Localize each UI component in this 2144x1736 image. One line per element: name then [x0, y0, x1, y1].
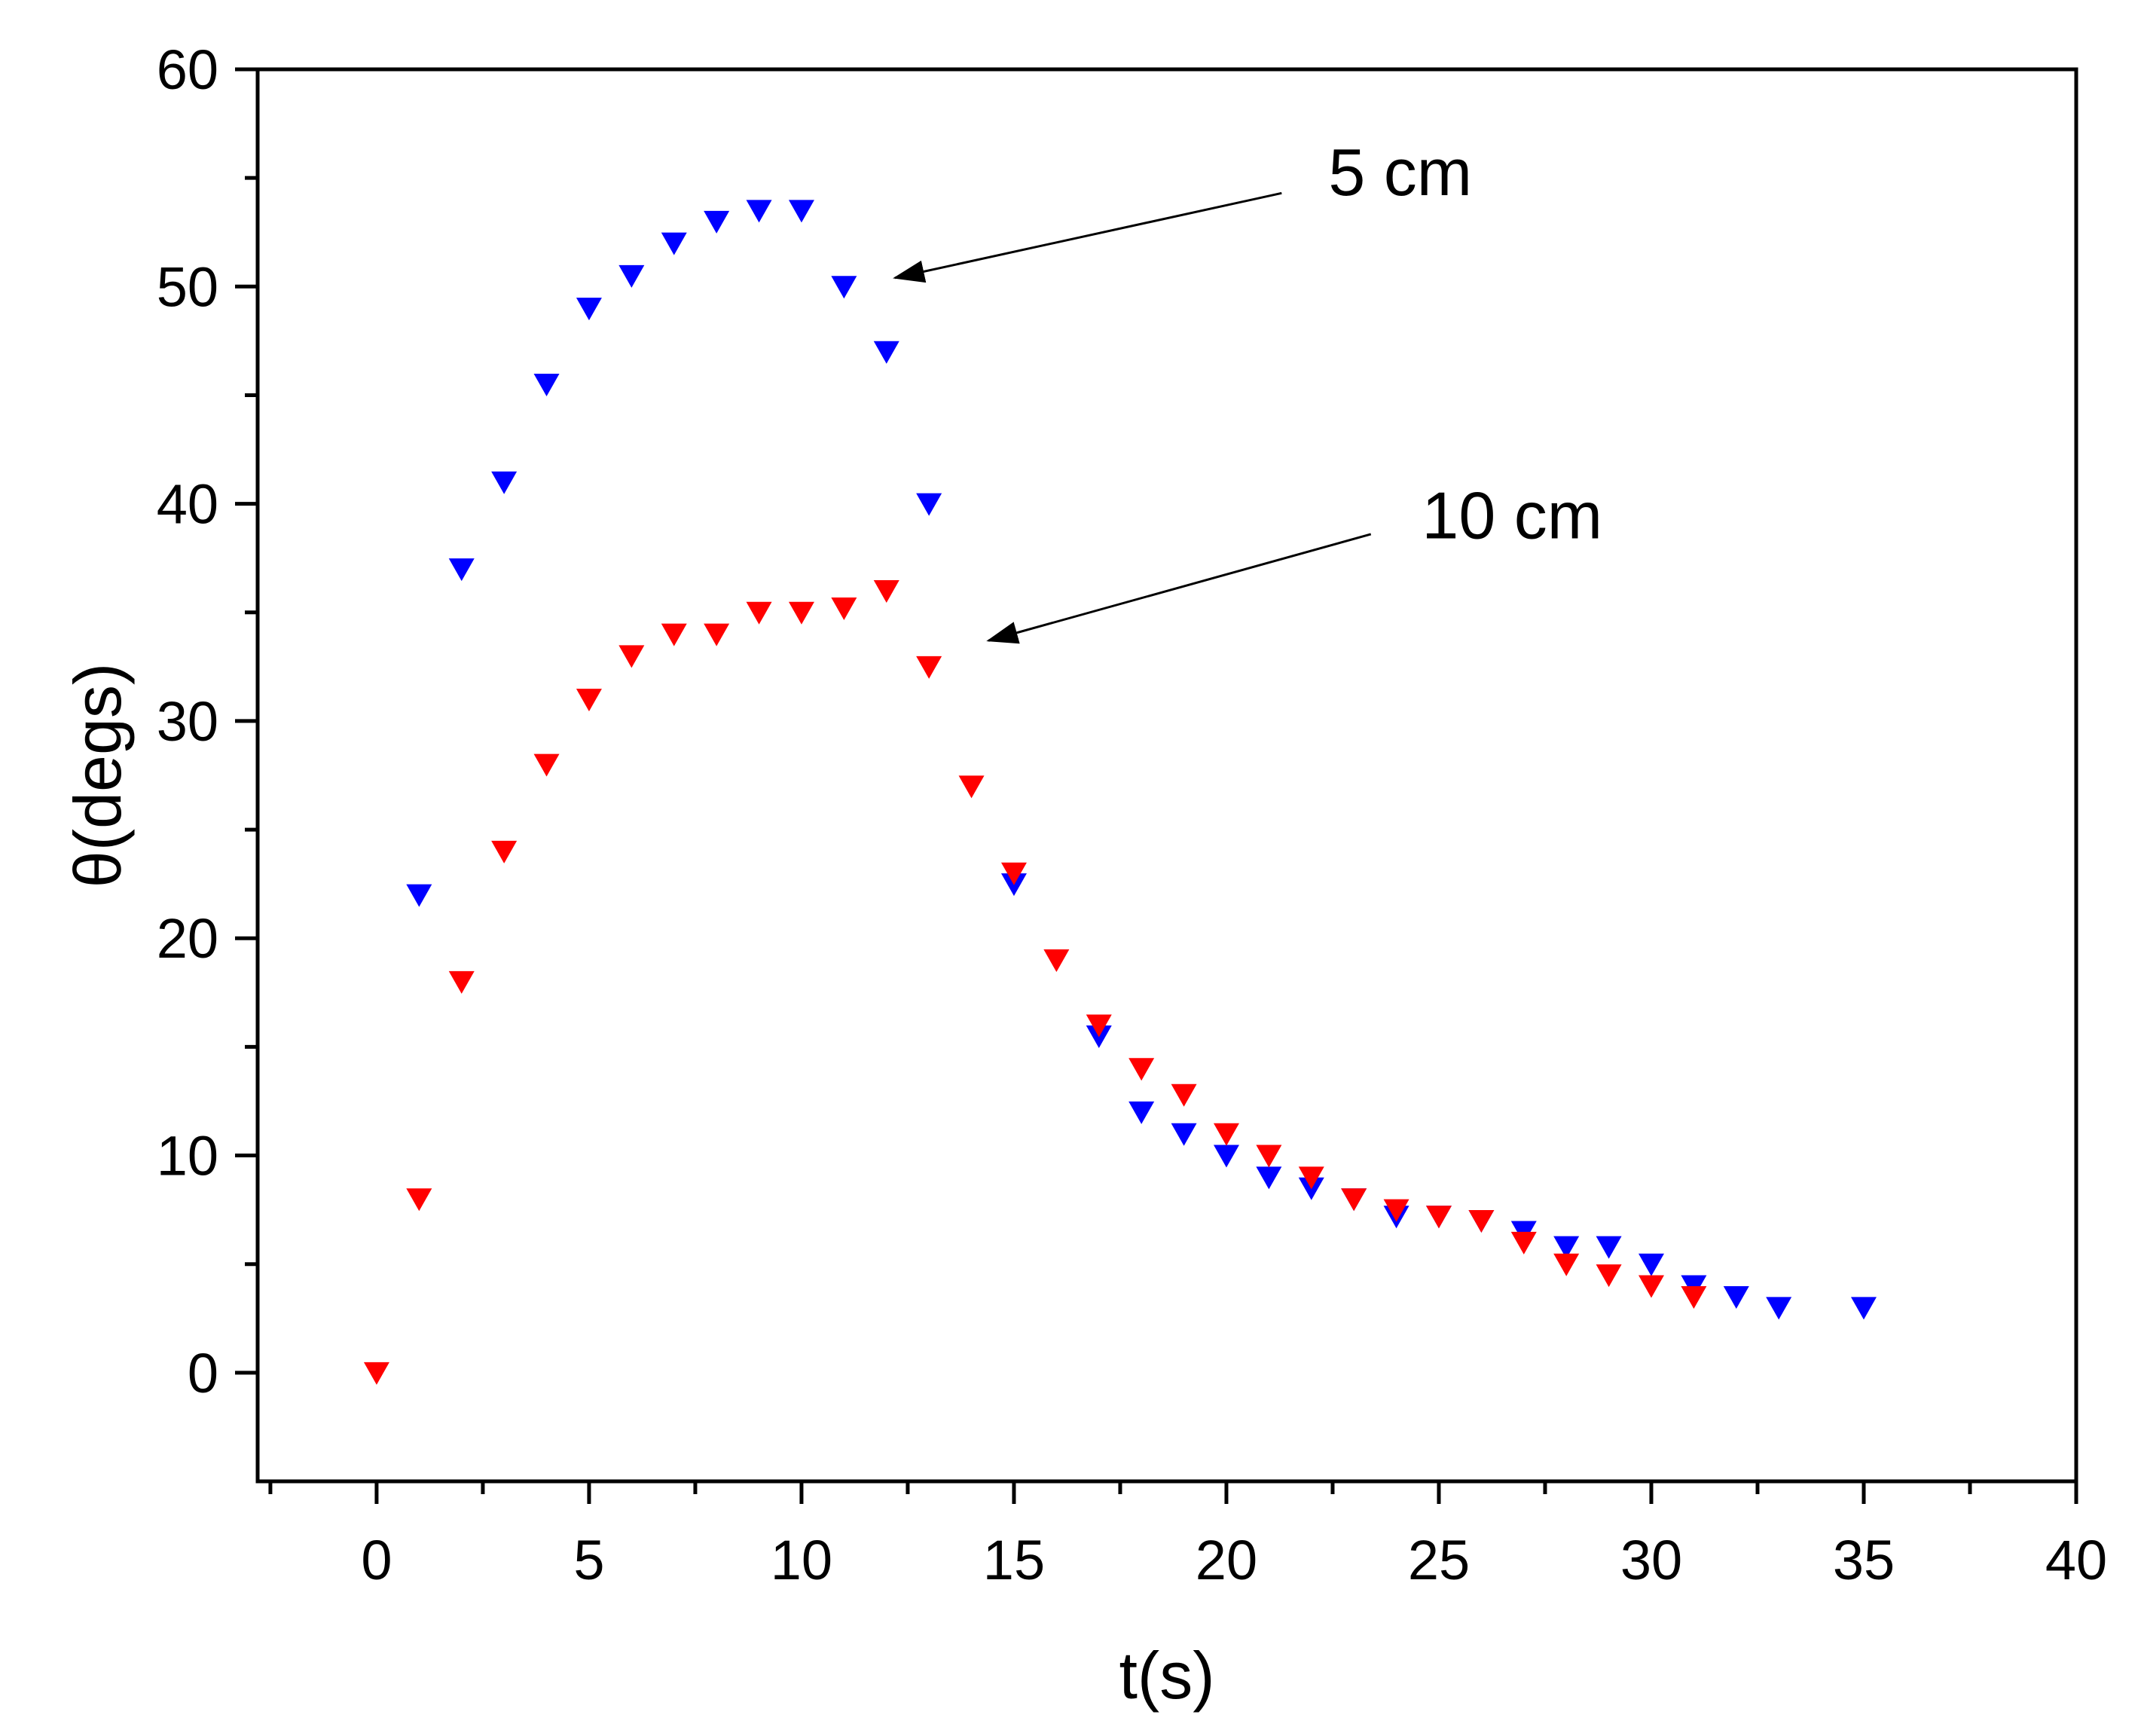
- data-point: [406, 1188, 432, 1212]
- data-point: [873, 341, 899, 364]
- data-point: [1850, 1297, 1877, 1320]
- annotation-label: 10 cm: [1422, 478, 1602, 553]
- x-tick-label: 10: [771, 1529, 832, 1591]
- data-point: [1086, 1014, 1112, 1038]
- data-point: [1213, 1123, 1239, 1146]
- annotation: 5 cm: [893, 135, 1472, 283]
- data-point: [1638, 1275, 1664, 1298]
- data-point: [1171, 1083, 1197, 1107]
- data-point: [1383, 1199, 1409, 1222]
- x-tick-label: 5: [573, 1529, 604, 1591]
- data-point: [1425, 1206, 1452, 1229]
- data-point: [363, 1362, 389, 1385]
- y-tick-label: 0: [188, 1342, 218, 1404]
- data-point: [576, 689, 602, 712]
- annotation-arrow: [986, 533, 1372, 644]
- data-point: [1723, 1285, 1749, 1309]
- data-point: [831, 276, 857, 299]
- plot-frame: [255, 67, 2078, 1484]
- data-point: [491, 840, 518, 863]
- x-tick-label: 40: [2045, 1529, 2107, 1591]
- data-point: [533, 753, 560, 777]
- data-point: [491, 471, 518, 494]
- x-tick-label: 25: [1408, 1529, 1470, 1591]
- series-10-cm: [363, 579, 1707, 1385]
- x-tick-label: 20: [1196, 1529, 1257, 1591]
- y-tick-label: 10: [157, 1125, 218, 1187]
- data-point: [746, 200, 772, 223]
- data-point: [1766, 1297, 1792, 1320]
- data-point: [958, 775, 985, 799]
- data-point: [1468, 1210, 1495, 1233]
- data-point: [1553, 1253, 1580, 1276]
- x-tick-label: 0: [361, 1529, 392, 1591]
- y-axis-title: θ(degs): [60, 663, 135, 888]
- data-point: [1129, 1058, 1155, 1081]
- y-tick-label: 60: [157, 38, 218, 101]
- data-point: [661, 232, 687, 255]
- data-point: [1129, 1101, 1155, 1124]
- annotation-label: 5 cm: [1328, 135, 1472, 209]
- data-point: [448, 558, 475, 582]
- series-layer: [363, 200, 1877, 1385]
- data-point: [448, 970, 475, 994]
- y-tick-label: 20: [157, 907, 218, 970]
- data-point: [916, 493, 942, 516]
- data-point: [1341, 1188, 1367, 1212]
- annotation: 10 cm: [986, 478, 1602, 644]
- annotation-arrow: [893, 191, 1282, 283]
- x-tick-label: 15: [983, 1529, 1045, 1591]
- y-tick-labels: 0 10 20 30 40 50 60: [157, 38, 218, 1404]
- data-point: [788, 601, 814, 625]
- data-point: [533, 374, 560, 397]
- data-point: [1553, 1236, 1580, 1259]
- data-point: [576, 298, 602, 321]
- minor-ticks: [245, 176, 1972, 1494]
- major-ticks: [235, 67, 2078, 1504]
- data-point: [1171, 1123, 1197, 1146]
- data-point: [1596, 1236, 1622, 1259]
- y-tick-label: 30: [157, 690, 218, 753]
- data-point: [704, 210, 730, 234]
- data-point: [831, 598, 857, 621]
- y-tick-label: 50: [157, 255, 218, 318]
- data-point: [1256, 1166, 1282, 1190]
- data-point: [873, 579, 899, 603]
- x-tick-labels: 0 5 10 15 20 25 30 35 40: [361, 1529, 2107, 1591]
- data-point: [1000, 862, 1027, 885]
- data-point: [1213, 1145, 1239, 1168]
- data-point: [1596, 1264, 1622, 1288]
- x-tick-label: 35: [1833, 1529, 1895, 1591]
- data-point: [618, 645, 645, 668]
- data-point: [788, 200, 814, 223]
- annotation-layer: 5 cm 10 cm: [893, 135, 1602, 644]
- data-point: [746, 601, 772, 625]
- x-axis-title: t(s): [1119, 1638, 1214, 1713]
- data-point: [1043, 949, 1070, 973]
- data-point: [1298, 1166, 1324, 1190]
- data-point: [1681, 1285, 1707, 1309]
- data-point: [406, 884, 432, 907]
- data-point: [1256, 1145, 1282, 1168]
- data-point: [704, 623, 730, 646]
- x-tick-label: 30: [1620, 1529, 1682, 1591]
- data-point: [1638, 1253, 1664, 1276]
- data-point: [1510, 1231, 1537, 1255]
- y-tick-label: 40: [157, 473, 218, 536]
- data-point: [618, 264, 645, 288]
- data-point: [916, 656, 942, 679]
- data-point: [661, 623, 687, 646]
